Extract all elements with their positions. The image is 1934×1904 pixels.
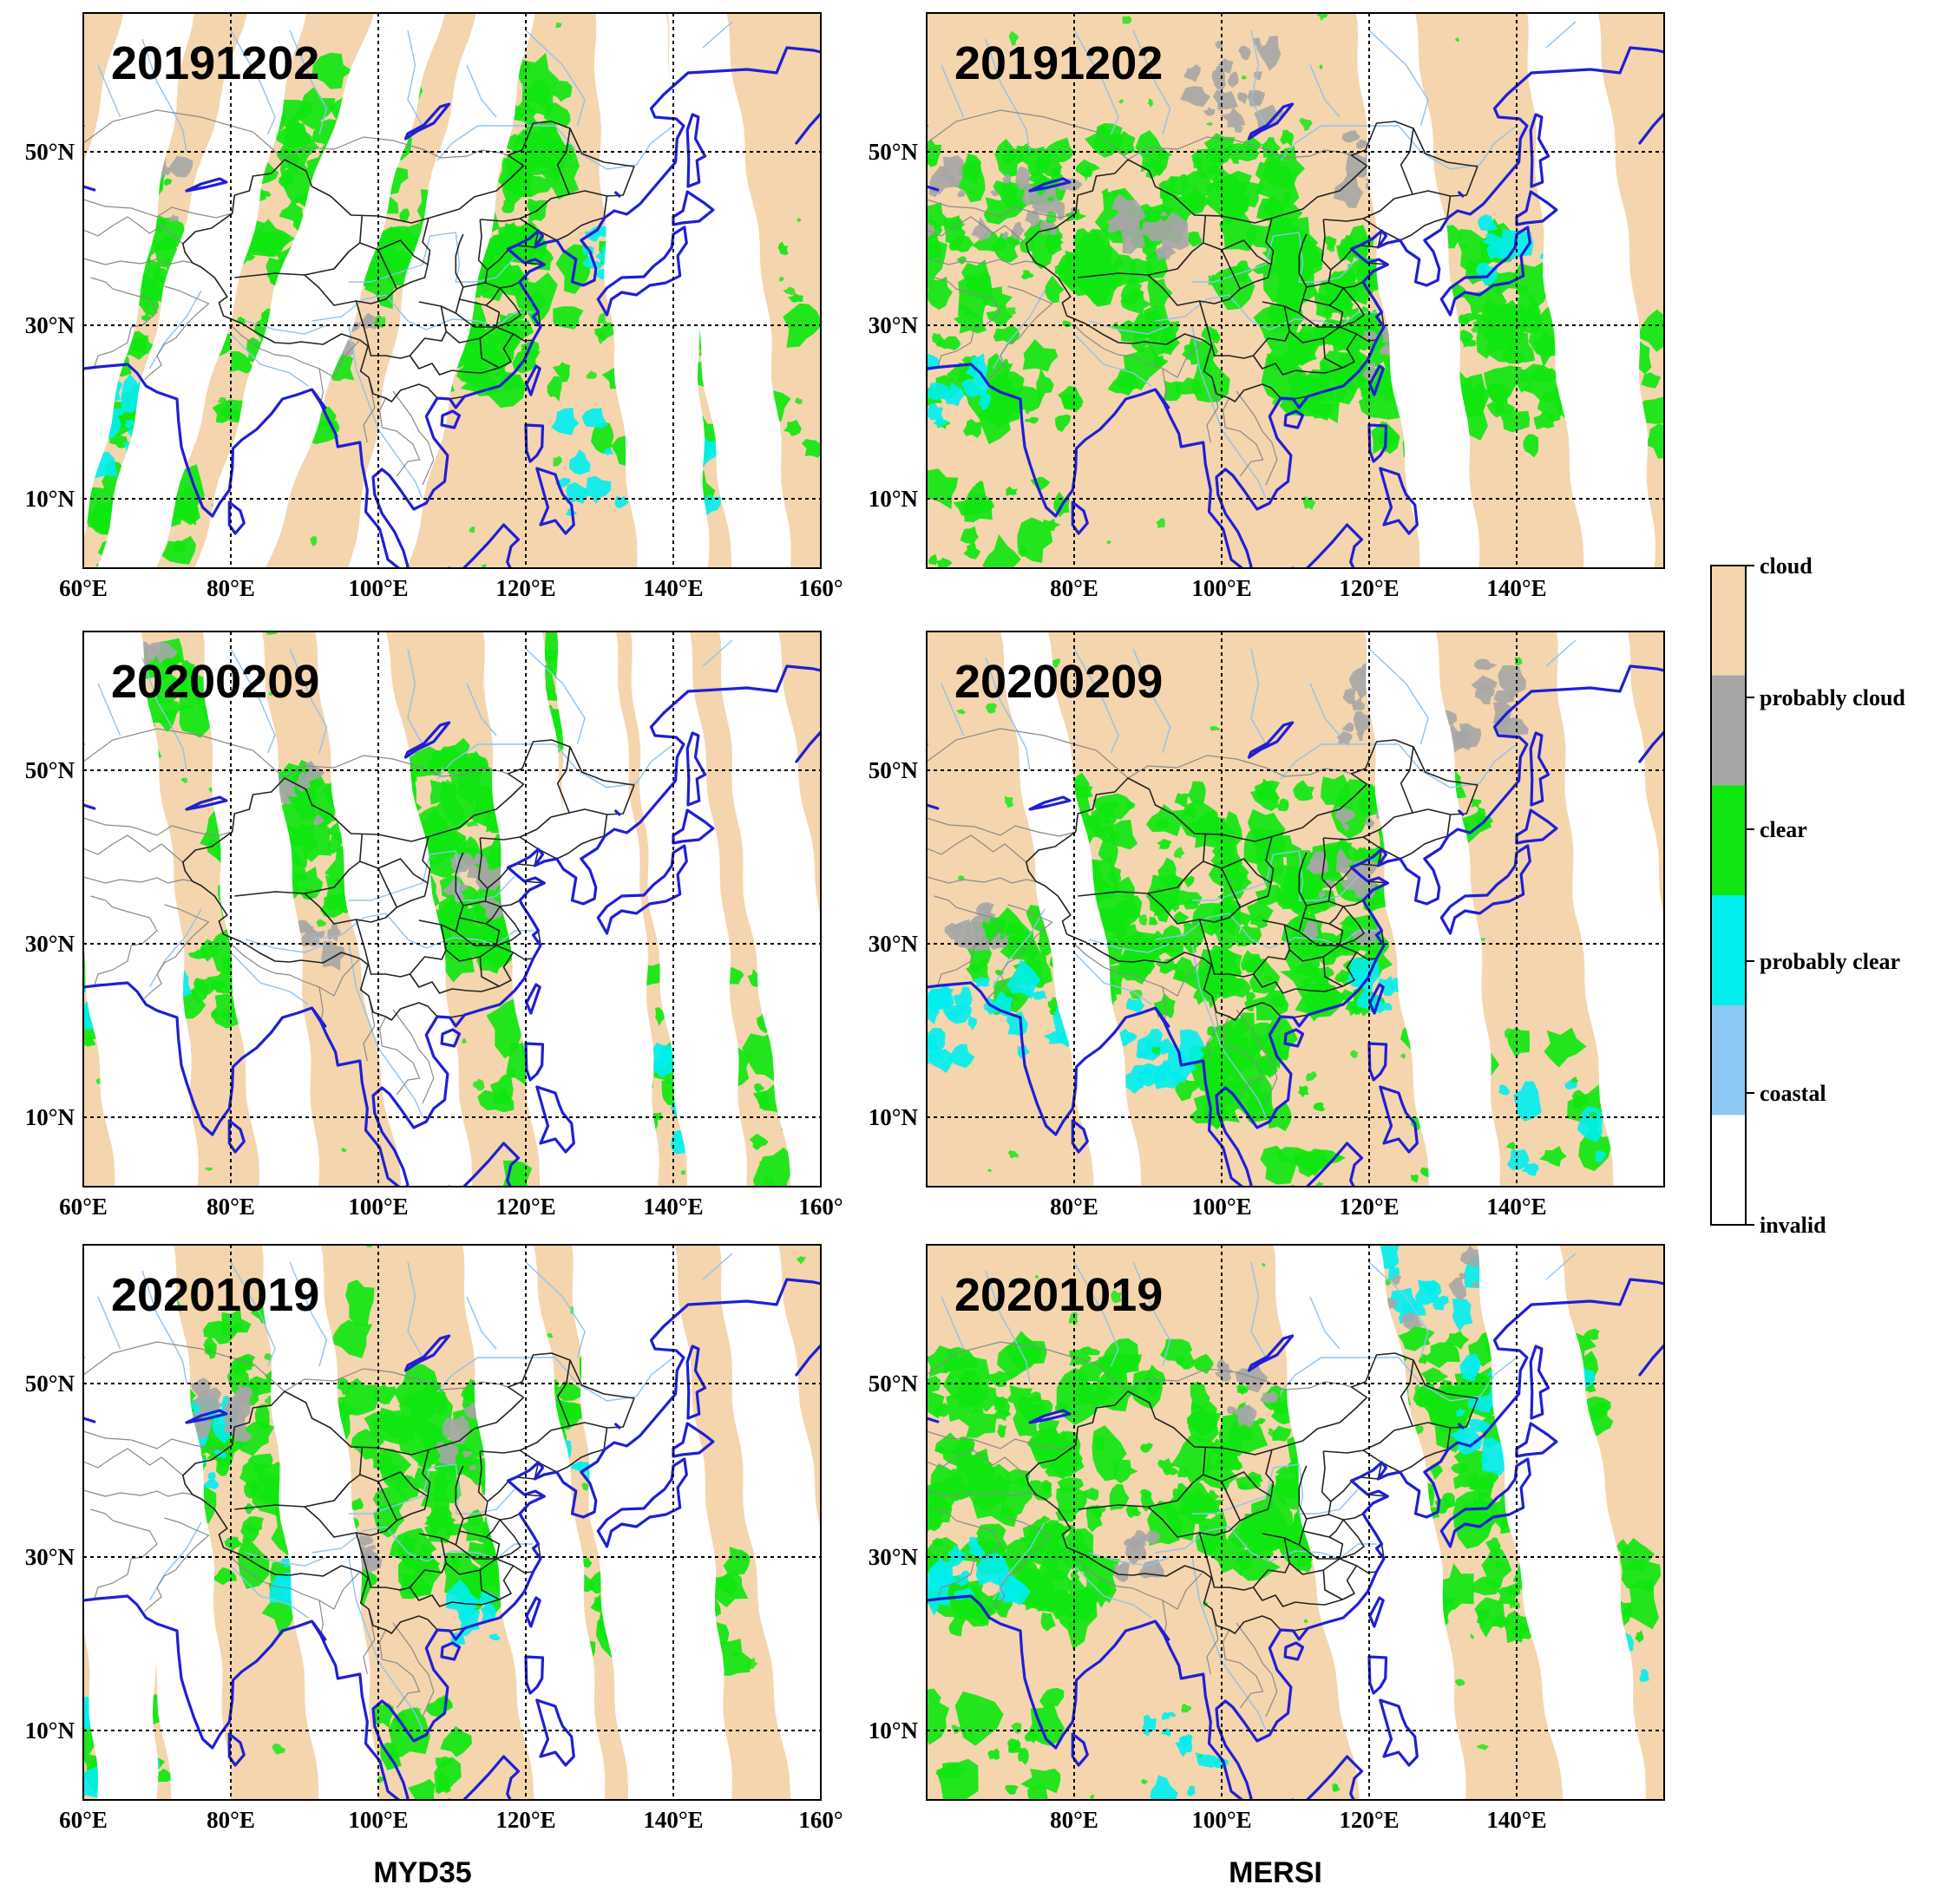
column-label-myd35: MYD35 (373, 1856, 471, 1889)
lon-tick-label: 140°E (643, 1807, 703, 1833)
lon-tick-label: 100°E (1191, 1807, 1251, 1833)
legend-swatch (1711, 1004, 1746, 1116)
lat-tick-label: 10°N (869, 1718, 919, 1744)
lon-tick-label: 120°E (495, 575, 555, 601)
lat-tick-label: 50°N (869, 757, 919, 783)
lat-tick-label: 10°N (25, 486, 75, 512)
lon-tick-label: 120°E (1339, 1194, 1399, 1220)
lon-tick-label: 60°E (59, 1194, 108, 1220)
legend-swatch (1711, 785, 1746, 896)
map-panel: 20191202 50°N 30°N 10°N 60°E 80°E 100°E 120°E 14… (25, 12, 843, 601)
lon-tick-label: 140°E (643, 1194, 703, 1220)
legend-label: probably clear (1760, 949, 1900, 974)
lat-tick-label: 50°N (869, 1371, 919, 1397)
lon-tick-label: 140°E (643, 575, 703, 601)
lon-tick-label: 80°E (1050, 1807, 1098, 1833)
lat-tick-label: 30°N (869, 931, 919, 957)
legend-label: coastal (1760, 1081, 1826, 1106)
lon-tick-label: 100°E (1191, 1194, 1251, 1220)
legend-swatch (1711, 566, 1746, 677)
lon-tick-label: 60°E (59, 575, 108, 601)
legend-label: cloud (1760, 553, 1813, 579)
map-panel: 20191202 50°N 30°N 10°N 80°E 100°E 120°E 140°E (869, 12, 1665, 601)
lon-tick-label: 100°E (348, 575, 408, 601)
lat-tick-label: 30°N (25, 1544, 75, 1570)
lon-tick-label: 140°E (1486, 575, 1546, 601)
lat-tick-label: 10°N (25, 1104, 75, 1130)
panel-date-label: 20200209 (954, 656, 1163, 708)
lon-tick-label: 80°E (1050, 575, 1098, 601)
lat-tick-label: 50°N (869, 139, 919, 165)
lon-tick-label: 100°E (348, 1807, 408, 1833)
lat-tick-label: 30°N (869, 312, 919, 338)
lat-tick-label: 30°N (25, 931, 75, 957)
lon-tick-label: 140°E (1486, 1807, 1546, 1833)
lon-tick-label: 160° (798, 1194, 842, 1220)
lon-tick-label: 160° (798, 575, 842, 601)
lat-tick-label: 10°N (25, 1718, 75, 1744)
lon-tick-label: 120°E (1339, 1807, 1399, 1833)
lat-tick-label: 30°N (869, 1544, 919, 1570)
legend-swatch (1711, 1115, 1746, 1226)
lon-tick-label: 120°E (495, 1194, 555, 1220)
lon-tick-label: 120°E (495, 1807, 555, 1833)
panel-date-label: 20191202 (111, 37, 319, 89)
column-labels: MYD35 MERSI (373, 1856, 1322, 1889)
lon-tick-label: 120°E (1339, 575, 1399, 601)
lon-tick-label: 60°E (59, 1807, 108, 1833)
lon-tick-label: 100°E (1191, 575, 1251, 601)
colorbar-legend: cloud probably cloud clear probably clear co… (1710, 553, 1905, 1238)
lat-tick-label: 10°N (869, 1104, 919, 1130)
map-panel: 20200209 50°N 30°N 10°N 60°E 80°E 100°E 120°E 14… (25, 631, 843, 1220)
panel-date-label: 20191202 (954, 37, 1163, 89)
lat-tick-label: 50°N (25, 1371, 75, 1397)
lon-tick-label: 80°E (207, 575, 255, 601)
legend-swatch (1711, 675, 1746, 786)
lon-tick-label: 140°E (1486, 1194, 1546, 1220)
lat-tick-label: 50°N (25, 757, 75, 783)
panel-date-label: 20201019 (954, 1269, 1163, 1321)
map-panel: 20201019 50°N 30°N 10°N 60°E 80°E 100°E 120°E 14… (25, 1244, 843, 1833)
column-label-mersi: MERSI (1229, 1856, 1322, 1889)
lat-tick-label: 30°N (25, 312, 75, 338)
map-panel: 20200209 50°N 30°N 10°N 80°E 100°E 120°E 140°E (869, 631, 1665, 1220)
lat-tick-label: 50°N (25, 139, 75, 165)
legend-swatch (1711, 895, 1746, 1006)
lon-tick-label: 100°E (348, 1194, 408, 1220)
lon-tick-label: 80°E (207, 1807, 255, 1833)
map-panels: 20191202 50°N 30°N 10°N 60°E 80°E 100°E 120°E 14… (25, 12, 1665, 1833)
legend-label: invalid (1760, 1213, 1826, 1238)
lat-tick-label: 10°N (869, 486, 919, 512)
legend-label: clear (1760, 817, 1807, 842)
lon-tick-label: 80°E (1050, 1194, 1098, 1220)
panel-date-label: 20200209 (111, 656, 319, 708)
lon-tick-label: 160° (798, 1807, 842, 1833)
lon-tick-label: 80°E (207, 1194, 255, 1220)
panel-date-label: 20201019 (111, 1269, 319, 1321)
legend-label: probably cloud (1760, 685, 1905, 710)
map-panel: 20201019 50°N 30°N 10°N 80°E 100°E 120°E 140°E (869, 1244, 1665, 1833)
